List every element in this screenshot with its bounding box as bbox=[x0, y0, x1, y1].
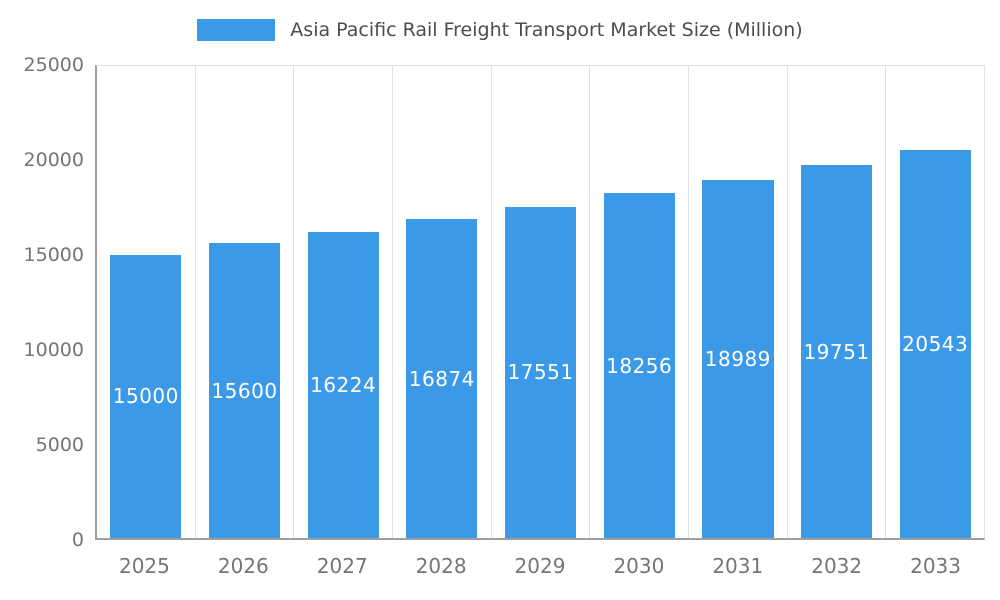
chart-title: Asia Pacific Rail Freight Transport Mark… bbox=[290, 19, 803, 41]
y-tick-label: 15000 bbox=[23, 244, 84, 266]
y-tick-label: 20000 bbox=[23, 149, 84, 171]
bar-2026[interactable]: 15600 bbox=[208, 243, 281, 538]
bar-value-label: 18256 bbox=[606, 353, 673, 378]
x-tick-label: 2033 bbox=[910, 554, 962, 578]
bar-2031[interactable]: 18989 bbox=[702, 179, 774, 538]
bar-value-label: 16224 bbox=[310, 372, 377, 397]
category-column: 19751 bbox=[788, 66, 887, 538]
category-column: 20543 bbox=[886, 66, 984, 538]
bar-value-label: 15600 bbox=[211, 378, 278, 403]
bar-2030[interactable]: 18256 bbox=[603, 193, 675, 538]
y-tick-label: 10000 bbox=[23, 339, 84, 361]
x-tick-label: 2030 bbox=[613, 554, 665, 578]
bar-value-label: 18989 bbox=[704, 346, 771, 371]
y-axis: 0 5000 10000 15000 20000 25000 bbox=[0, 54, 84, 551]
bar-value-label: 17551 bbox=[507, 360, 574, 385]
bar-value-label: 19751 bbox=[803, 339, 870, 364]
bar-value-label: 20543 bbox=[902, 332, 969, 357]
x-tick-label: 2029 bbox=[514, 554, 566, 578]
plot-area: 15000 15600 16224 16874 17551 18256 18989 19751… bbox=[95, 65, 985, 540]
bar-2033[interactable]: 20543 bbox=[899, 150, 971, 538]
y-tick-label: 5000 bbox=[35, 434, 84, 456]
category-column: 16224 bbox=[294, 66, 394, 538]
bar-2027[interactable]: 16224 bbox=[307, 231, 379, 538]
y-tick-label: 0 bbox=[71, 529, 84, 551]
x-tick-label: 2027 bbox=[316, 554, 368, 578]
x-tick-label: 2025 bbox=[118, 554, 170, 578]
bar-value-label: 15000 bbox=[112, 384, 179, 409]
x-tick-label: 2031 bbox=[712, 554, 764, 578]
x-tick-label: 2032 bbox=[811, 554, 863, 578]
x-tick-label: 2026 bbox=[217, 554, 269, 578]
category-column: 15600 bbox=[196, 66, 295, 538]
bar-2028[interactable]: 16874 bbox=[406, 219, 478, 538]
x-axis: 2025 2026 2027 2028 2029 2030 2031 2032 2033 bbox=[95, 554, 985, 578]
category-column: 15000 bbox=[97, 66, 196, 538]
bar-2032[interactable]: 19751 bbox=[800, 165, 873, 538]
category-column: 18256 bbox=[590, 66, 690, 538]
category-column: 18989 bbox=[689, 66, 788, 538]
bar-2029[interactable]: 17551 bbox=[504, 206, 577, 538]
y-tick-label: 25000 bbox=[23, 54, 84, 76]
x-tick-label: 2028 bbox=[415, 554, 467, 578]
category-column: 16874 bbox=[393, 66, 492, 538]
legend-swatch bbox=[197, 19, 276, 41]
category-column: 17551 bbox=[492, 66, 591, 538]
bar-2025[interactable]: 15000 bbox=[110, 254, 182, 538]
bar-value-label: 16874 bbox=[408, 366, 475, 391]
chart-legend[interactable]: Asia Pacific Rail Freight Transport Mark… bbox=[0, 19, 1000, 41]
